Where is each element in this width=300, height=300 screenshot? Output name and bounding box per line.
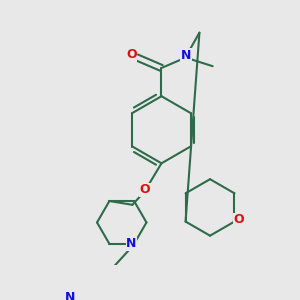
Text: O: O: [140, 183, 150, 196]
Text: O: O: [126, 48, 137, 61]
Text: N: N: [181, 49, 191, 62]
Text: N: N: [64, 291, 75, 300]
Text: N: N: [126, 237, 137, 250]
Text: O: O: [234, 213, 244, 226]
